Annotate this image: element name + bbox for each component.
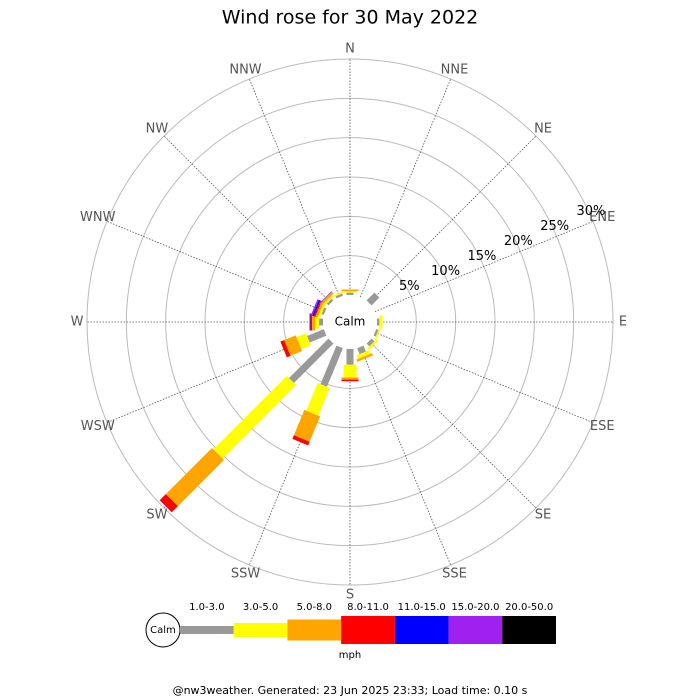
legend-label: 3.0-5.0 xyxy=(243,602,278,613)
footer: @nw3weather. Generated: 23 Jun 2025 23:3… xyxy=(173,684,528,697)
direction-label: NE xyxy=(534,121,552,136)
rose-segment xyxy=(320,345,343,387)
r-tick-label: 20% xyxy=(504,234,533,249)
rose-segment xyxy=(213,375,297,459)
rose-segment xyxy=(313,300,322,317)
spoke xyxy=(106,220,326,313)
direction-label: ENE xyxy=(589,210,615,225)
direction-label: E xyxy=(619,315,627,330)
direction-label: NNE xyxy=(441,62,469,77)
legend-label: 1.0-3.0 xyxy=(189,602,224,613)
spoke xyxy=(368,340,537,509)
r-tick-label: 25% xyxy=(540,219,569,234)
unit-label: mph xyxy=(339,650,361,661)
legend-swatch xyxy=(180,626,234,634)
direction-label: WNW xyxy=(80,210,116,225)
legend-label: 15.0-20.0 xyxy=(451,602,499,613)
legend-label: 8.0-11.0 xyxy=(347,602,389,613)
rose-segment xyxy=(312,299,321,317)
rose-segment xyxy=(310,299,319,316)
rose-segment xyxy=(367,339,379,351)
rose-segment xyxy=(357,345,366,355)
rose-segment xyxy=(293,409,321,442)
rose-segment xyxy=(315,301,324,318)
legend-swatch xyxy=(341,616,395,644)
grid-ring xyxy=(86,58,614,586)
rose-segment xyxy=(366,338,375,347)
direction-label: SW xyxy=(146,508,167,523)
r-tick-label: 5% xyxy=(399,279,420,294)
rose-segment xyxy=(356,350,371,359)
legend-calm-label: Calm xyxy=(150,625,176,636)
spoke xyxy=(359,346,452,566)
rose-segment xyxy=(296,333,311,350)
legend-swatch xyxy=(287,619,342,641)
direction-label: W xyxy=(71,315,84,330)
rose-segment xyxy=(356,353,374,362)
direction-label: SSE xyxy=(442,567,467,582)
legend-swatch xyxy=(233,623,288,637)
chart-title: Wind rose for 30 May 2022 xyxy=(222,7,479,29)
calm-circle xyxy=(324,296,376,348)
rose-segment xyxy=(319,291,332,304)
r-tick-label: 10% xyxy=(431,264,460,279)
spoke xyxy=(359,78,452,298)
direction-label: S xyxy=(346,588,354,603)
rose-segment xyxy=(288,338,334,384)
direction-label: ESE xyxy=(590,419,615,434)
rose-segment xyxy=(321,307,327,315)
direction-label: SE xyxy=(535,508,551,523)
rose-segment xyxy=(165,448,224,507)
rose-segment xyxy=(280,340,291,358)
rose-segment xyxy=(332,290,345,298)
r-tick-label: 30% xyxy=(577,204,606,219)
direction-label: N xyxy=(345,42,355,57)
direction-label: SSW xyxy=(231,567,261,582)
rose-segment xyxy=(292,435,310,446)
rose-segment xyxy=(159,494,178,513)
rose-segment xyxy=(318,303,326,317)
rose-segment xyxy=(335,293,343,299)
rose-segment xyxy=(373,329,379,337)
spoke xyxy=(368,135,537,304)
rose-segment xyxy=(374,327,382,340)
legend-swatch xyxy=(448,616,503,644)
rose-segment xyxy=(366,292,380,306)
legend-label: 20.0-50.0 xyxy=(505,602,553,613)
direction-label: NW xyxy=(146,121,169,136)
direction-label: NNW xyxy=(229,62,261,77)
rose-segment xyxy=(284,335,303,356)
rose-segment xyxy=(319,291,334,306)
legend-swatch xyxy=(394,616,449,644)
rose-segment xyxy=(306,382,330,416)
rose-segment xyxy=(306,329,327,343)
spoke xyxy=(163,135,332,304)
r-tick-label: 15% xyxy=(468,249,497,264)
spoke xyxy=(374,331,594,424)
direction-label: WSW xyxy=(81,419,115,434)
rose-segment xyxy=(326,298,334,306)
center-label: Calm xyxy=(335,315,366,329)
legend-swatch xyxy=(502,616,556,644)
legend-label: 11.0-15.0 xyxy=(398,602,446,613)
grid-ring xyxy=(125,97,575,547)
legend-label: 5.0-8.0 xyxy=(297,602,332,613)
spoke xyxy=(374,220,594,313)
rose-segment xyxy=(322,294,334,306)
spoke xyxy=(248,78,341,298)
